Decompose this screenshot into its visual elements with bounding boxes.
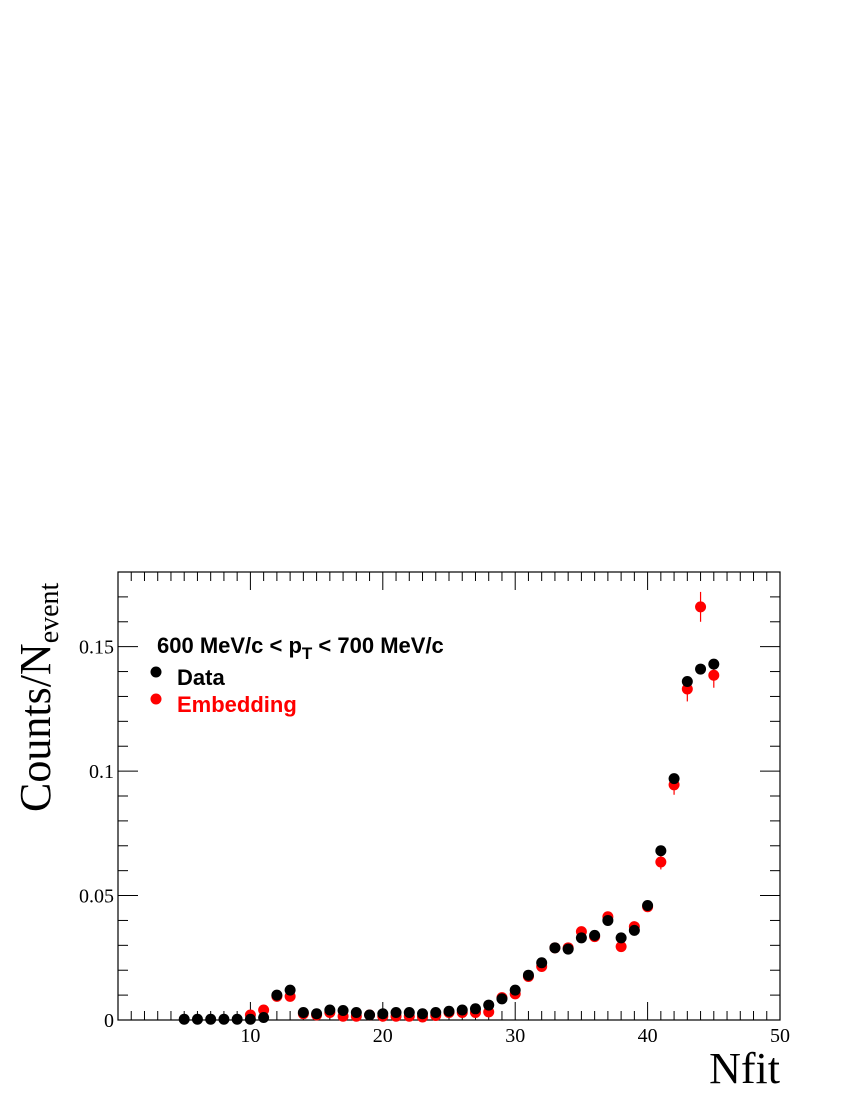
y-axis-title-main: Counts/N (11, 643, 60, 812)
x-axis-title: Nfit (709, 1044, 780, 1093)
embedding-point (655, 856, 667, 868)
data-point (377, 1008, 389, 1020)
data-point (390, 1007, 402, 1019)
data-point (562, 943, 574, 955)
x-tick-label: 20 (373, 1025, 393, 1047)
data-point (509, 984, 521, 996)
x-tick-label: 30 (505, 1025, 525, 1047)
data-point (708, 658, 720, 670)
y-tick-label: 0 (104, 1010, 114, 1032)
data-point (668, 773, 680, 785)
data-point (496, 993, 508, 1005)
data-point (271, 989, 283, 1001)
data-point (403, 1007, 415, 1019)
embedding-point (708, 669, 720, 681)
data-point (456, 1004, 468, 1016)
data-points (178, 601, 720, 1025)
data-point (337, 1005, 349, 1017)
legend-marker-data (150, 666, 162, 678)
data-point (231, 1013, 243, 1025)
y-tick-label: 0.15 (79, 637, 114, 659)
data-point (417, 1008, 429, 1020)
legend-marker-embedding (150, 693, 162, 705)
annotation-subscript: T (302, 644, 313, 663)
legend: Data Embedding (150, 665, 297, 717)
embedding-point (615, 941, 627, 953)
y-tick-label: 0.05 (79, 886, 114, 908)
data-point (602, 914, 614, 926)
data-point (589, 929, 601, 941)
pt-range-annotation: 600 MeV/c < pT < 700 MeV/c (157, 633, 444, 663)
y-tick-label: 0.1 (89, 761, 114, 783)
data-point (642, 900, 654, 912)
data-point (549, 942, 561, 954)
axis-ticks (118, 572, 780, 1020)
x-tick-label: 40 (638, 1025, 658, 1047)
data-point (575, 932, 587, 944)
data-point (695, 663, 707, 675)
data-point (364, 1009, 376, 1021)
y-axis-title: Counts/Nevent (11, 582, 65, 812)
data-point (284, 984, 296, 996)
data-point (655, 845, 667, 857)
data-point (218, 1013, 230, 1025)
data-point (628, 924, 640, 936)
x-tick-label: 10 (240, 1025, 260, 1047)
annotation-suffix: < 700 MeV/c (312, 633, 443, 658)
data-point (191, 1013, 203, 1025)
data-point (681, 676, 693, 688)
data-point (178, 1013, 190, 1025)
legend-label-embedding: Embedding (177, 692, 297, 717)
data-point (324, 1004, 336, 1016)
data-point (350, 1007, 362, 1019)
data-point (430, 1007, 442, 1019)
data-point (469, 1003, 481, 1015)
y-axis-title-subscript: event (34, 582, 65, 643)
data-point (615, 932, 627, 944)
embedding-point (695, 601, 707, 613)
data-point (483, 999, 495, 1011)
axis-tick-labels: 10 20 30 40 50 0 0.05 0.1 0.15 (79, 637, 790, 1047)
x-tick-label: 50 (770, 1025, 790, 1047)
data-point (536, 957, 548, 969)
data-point (258, 1012, 270, 1024)
data-point (297, 1007, 309, 1019)
legend-label-data: Data (177, 665, 225, 690)
data-point (522, 969, 534, 981)
data-point (443, 1005, 455, 1017)
data-point (244, 1013, 256, 1025)
data-point (311, 1008, 323, 1020)
data-point (205, 1013, 217, 1025)
annotation-prefix: 600 MeV/c < p (157, 633, 302, 658)
